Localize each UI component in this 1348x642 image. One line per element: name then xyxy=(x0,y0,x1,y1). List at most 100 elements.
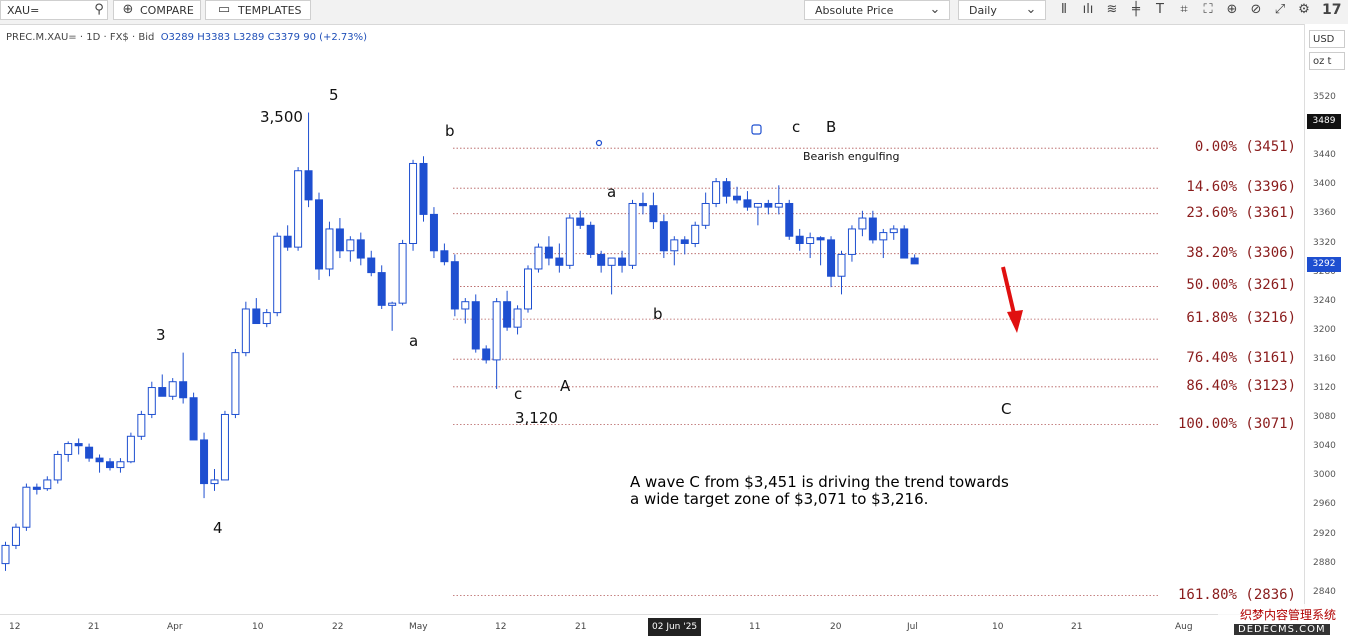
candle-body xyxy=(85,446,94,459)
fib-level-label: 100.00% (3071) xyxy=(1177,415,1296,432)
wave-label-B: B xyxy=(826,118,837,136)
candle-body xyxy=(544,246,553,259)
candle-body xyxy=(524,268,532,310)
candle-body xyxy=(53,453,62,481)
time-tick-label: Apr xyxy=(167,622,183,632)
zoom-icon[interactable]: ⊕ xyxy=(1226,2,1238,17)
symbol-value: XAU= xyxy=(7,4,40,17)
price-tick-label: 3240 xyxy=(1313,295,1336,306)
candle-body xyxy=(503,301,512,328)
candle-body xyxy=(137,413,146,437)
price-tick-label: 3200 xyxy=(1313,324,1336,335)
target-arrow-head xyxy=(1007,310,1023,333)
fib-level-label: 61.80% (3216) xyxy=(1186,310,1296,327)
unit-select[interactable]: oz t xyxy=(1309,52,1345,70)
price-chart[interactable] xyxy=(0,24,1304,614)
candle-body xyxy=(429,213,438,252)
chevron-down-icon: ⌄ xyxy=(1025,2,1037,17)
shapes-icon[interactable]: ⌗ xyxy=(1180,2,1188,17)
fullscreen-icon[interactable]: ⤢ xyxy=(1274,2,1286,17)
crosshair-icon[interactable]: ╪ xyxy=(1132,2,1140,17)
candle-body xyxy=(346,239,355,252)
candle-body xyxy=(764,202,773,208)
alert-icon[interactable]: ⊘ xyxy=(1250,2,1262,17)
wave-label-5: 5 xyxy=(329,86,339,104)
wave-label-A: A xyxy=(560,377,571,395)
indicators-icon[interactable]: ılı xyxy=(1082,2,1094,17)
time-tick-label: 21 xyxy=(88,622,100,632)
candle-body xyxy=(534,246,543,270)
candle-body xyxy=(283,235,292,248)
analysis-note-line1: A wave C from $3,451 is driving the tren… xyxy=(630,473,1009,491)
candle-body xyxy=(294,170,303,248)
candle-body xyxy=(743,199,752,208)
candle-body xyxy=(200,439,209,485)
symbol-input[interactable]: XAU= ⚲ xyxy=(0,0,108,20)
legend-close: C3379 xyxy=(267,32,301,43)
candle-body xyxy=(461,301,470,310)
candle-body xyxy=(722,181,731,197)
wave-label-C: C xyxy=(1001,400,1012,418)
templates-button[interactable]: ▭ TEMPLATES xyxy=(205,0,311,20)
draw-icon[interactable]: ≋ xyxy=(1106,2,1118,17)
candle-body xyxy=(827,239,836,277)
time-tick-label: 21 xyxy=(1071,622,1083,632)
candles-icon[interactable]: ⫴ xyxy=(1061,2,1067,17)
price-tick-label: 3400 xyxy=(1313,179,1336,190)
brush-icon[interactable]: ⛶ xyxy=(1203,2,1213,17)
folder-icon: ▭ xyxy=(217,2,231,17)
price-axis[interactable]: USD oz t 3520348034403400336033203280324… xyxy=(1304,24,1348,614)
wave-label-b: b xyxy=(445,122,455,140)
candle-body xyxy=(241,308,250,354)
candle-body xyxy=(22,486,31,528)
candle-body xyxy=(900,228,909,259)
fib-level-label: 23.60% (3361) xyxy=(1186,204,1296,221)
interval-select[interactable]: Daily ⌄ xyxy=(958,0,1046,20)
legend-symbol: PREC.M.XAU= xyxy=(6,32,77,43)
candle-body xyxy=(315,199,323,270)
anchor-handle xyxy=(751,124,762,135)
fib-level-label: 38.20% (3306) xyxy=(1186,244,1296,261)
wave-label-a: a xyxy=(607,183,617,201)
candle-body xyxy=(116,461,125,469)
compare-button[interactable]: ⊕ COMPARE xyxy=(113,0,201,20)
candle-body xyxy=(11,526,20,546)
candle-body xyxy=(409,162,418,245)
currency-select[interactable]: USD xyxy=(1309,30,1345,48)
wave-label-price-3500: 3,500 xyxy=(260,108,303,126)
candle-body xyxy=(74,443,83,447)
last-price-tag: 3292 xyxy=(1307,256,1341,272)
candle-body xyxy=(492,301,501,361)
wave-label-b: b xyxy=(653,305,663,323)
fib-level-label: 86.40% (3123) xyxy=(1186,377,1296,394)
candle-body xyxy=(482,348,491,361)
fib-level-label: 0.00% (3451) xyxy=(1194,139,1296,156)
candle-body xyxy=(837,253,846,277)
candle-body xyxy=(367,257,376,274)
bearish-engulfing-label: Bearish engulfing xyxy=(803,150,900,163)
analysis-note-line2: a wide target zone of $3,071 to $3,216. xyxy=(630,490,929,508)
text-icon[interactable]: T xyxy=(1156,2,1164,17)
candle-body xyxy=(398,243,407,304)
price-tick-label: 2920 xyxy=(1313,528,1336,539)
time-tick-label: Aug xyxy=(1175,622,1193,632)
search-icon[interactable]: ⚲ xyxy=(94,2,104,17)
wave-label-4: 4 xyxy=(213,519,223,537)
candle-body xyxy=(680,239,689,245)
candle-body xyxy=(356,239,365,259)
candle-body xyxy=(126,435,135,463)
legend-side: Bid xyxy=(138,32,155,43)
chart-tools: ⫴ ılı ≋ ╪ T ⌗ ⛶ ⊕ ⊘ ⤢ ⚙ 17 xyxy=(1052,0,1348,20)
price-tick-label: 2840 xyxy=(1313,586,1336,597)
candle-body xyxy=(847,228,856,255)
time-axis[interactable]: 12 21 Apr 10 22 May 12 21 02 Jun '25 11 20 Jul 10 21 A… xyxy=(0,614,1304,642)
settings-icon[interactable]: ⚙ xyxy=(1298,2,1310,17)
price-mode-select[interactable]: Absolute Price ⌄ xyxy=(804,0,950,20)
candle-body xyxy=(471,301,480,350)
candle-body xyxy=(168,381,177,397)
candle-body xyxy=(220,413,229,481)
candle-body xyxy=(858,217,867,230)
legend-high: H3383 xyxy=(197,32,231,43)
candle-body xyxy=(785,202,794,237)
candle-body xyxy=(555,257,564,266)
